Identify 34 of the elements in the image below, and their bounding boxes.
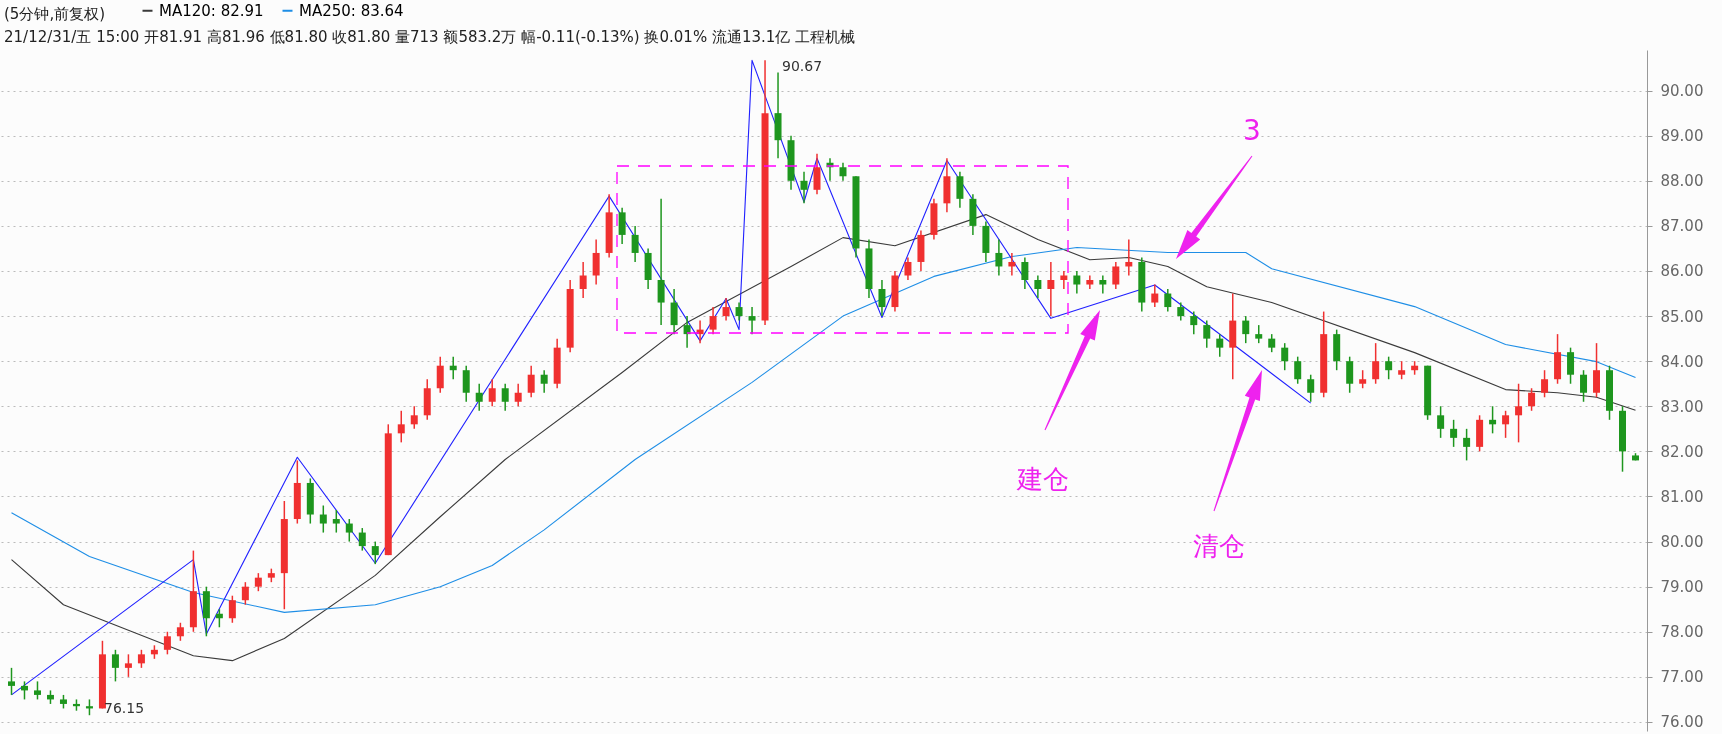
y-tick-label: 86.00: [1660, 262, 1704, 281]
candlestick: [1255, 324, 1263, 344]
chart-subtitle: 21/12/31/五 15:00 开81.91 高81.96 低81.80 收81.80 量713 额583.2万 幅-0.11(-0.13%) 换0.01% 流通13.1亿 工程机械: [4, 28, 856, 46]
annotation: 76.15: [104, 700, 145, 716]
y-tick-label: 88.00: [1660, 172, 1704, 191]
y-tick-label: 80.00: [1660, 533, 1704, 552]
y-tick-label: 87.00: [1660, 217, 1704, 236]
candlestick: [8, 667, 15, 696]
candlestick: [332, 509, 340, 534]
legend-label: MA120: 82.91: [159, 1, 264, 20]
annotation: 清仓: [1193, 531, 1245, 561]
candlestick: [33, 680, 41, 701]
y-tick-label: 79.00: [1660, 578, 1704, 597]
candlestick: [124, 653, 132, 678]
annotation: 90.67: [782, 58, 823, 74]
y-tick-label: 78.00: [1660, 623, 1704, 642]
y-tick-label: 77.00: [1660, 668, 1704, 687]
annotation: 建仓: [1016, 464, 1069, 494]
annotation: 3: [1243, 114, 1261, 147]
candlestick: [1359, 369, 1367, 389]
y-tick-label: 85.00: [1660, 307, 1704, 326]
y-tick-label: 90.00: [1660, 82, 1704, 101]
line-series: [10, 246, 1637, 613]
y-tick-label: 82.00: [1660, 442, 1704, 461]
candlestick: [1398, 360, 1406, 380]
y-tick-label: 76.00: [1660, 713, 1704, 732]
legend-label: MA250: 83.64: [299, 1, 404, 20]
y-tick-label: 83.00: [1660, 397, 1704, 416]
y-tick-label: 81.00: [1660, 487, 1704, 506]
y-tick-label: 84.00: [1660, 352, 1704, 371]
line-series: [10, 214, 1637, 662]
line-series: [10, 59, 1312, 696]
y-tick-label: 89.00: [1660, 127, 1704, 146]
chart-title: (5分钟,前复权): [4, 5, 106, 23]
